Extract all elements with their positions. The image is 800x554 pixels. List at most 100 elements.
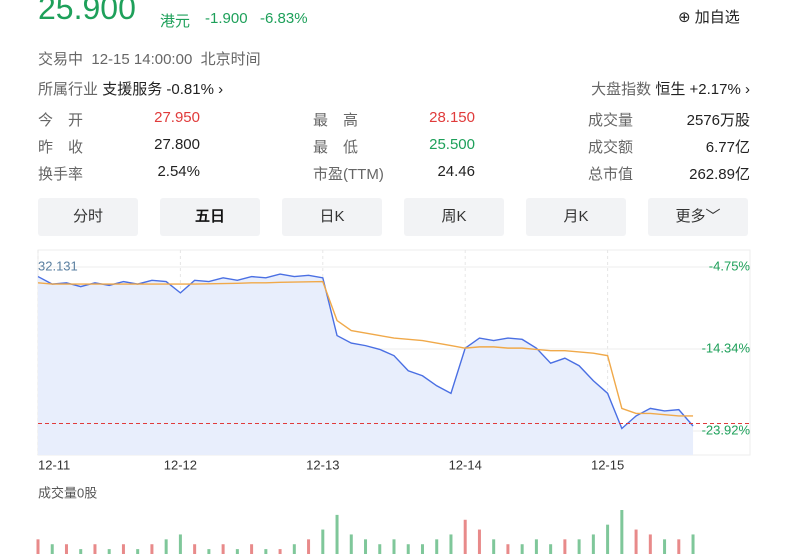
volume-bar (591, 534, 595, 554)
volume-label: 成交量0股 (38, 485, 97, 500)
status: 交易中 12-15 14:00:00 北京时间 (38, 48, 261, 69)
stat-label: 最 高 (313, 112, 359, 129)
y2-tick-label: -23.92% (702, 422, 751, 437)
volume-bar (278, 549, 282, 554)
state: 交易中 (38, 51, 84, 68)
industry[interactable]: 所属行业 支援服务 -0.81% › (38, 81, 224, 98)
volume-bar (634, 529, 638, 554)
volume-bar (477, 529, 481, 554)
volume-bar (406, 544, 410, 554)
volume-bar (506, 544, 510, 554)
stat-value: 25.500 (429, 136, 475, 153)
stat-value: 27.950 (154, 109, 200, 126)
x-tick-label: 12-11 (38, 457, 70, 472)
volume-bar (207, 549, 211, 554)
volume-bar (549, 544, 553, 554)
stat-label: 昨 收 (38, 139, 84, 156)
industry-name: 支援服务 (102, 81, 163, 98)
stat-label: 今 开 (38, 112, 84, 129)
stat-value: 2576万股 (686, 112, 750, 129)
volume-bar (36, 539, 40, 554)
tab[interactable]: 月K (526, 198, 626, 236)
tab[interactable]: 分时 (38, 198, 138, 236)
volume-bar (620, 510, 624, 554)
index[interactable]: 大盘指数 恒生 +2.17% › (591, 81, 750, 98)
index-name: 恒生 (655, 81, 686, 98)
y2-tick-label: -14.34% (702, 340, 751, 355)
stat-value: 6.77亿 (705, 139, 750, 156)
watch-label: 加自选 (694, 9, 740, 26)
stat-value: 2.54% (157, 163, 200, 180)
price: 25.900 (38, 0, 136, 26)
volume-bar (463, 519, 467, 554)
volume-bar (449, 534, 453, 554)
stat-label: 成交额 (588, 139, 634, 156)
tab[interactable]: 周K (404, 198, 504, 236)
stat-value: 27.800 (154, 136, 200, 153)
volume-bar (93, 544, 97, 554)
volume-bar (492, 539, 496, 554)
y2-tick-label: -4.75% (709, 258, 751, 273)
volume-bar (648, 534, 652, 554)
average-line (37, 280, 694, 417)
volume-bar (121, 544, 125, 554)
volume-bar (349, 534, 353, 554)
volume-bar (321, 529, 325, 554)
volume-bar (292, 544, 296, 554)
volume-bar (150, 544, 154, 554)
stat-label: 总市值 (588, 166, 634, 183)
zone: 北京时间 (200, 51, 261, 68)
x-tick-label: 12-14 (449, 457, 482, 472)
time: 12-15 14:00:00 (91, 51, 193, 68)
volume-bar (420, 544, 424, 554)
volume-bar (392, 539, 396, 554)
x-tick-label: 12-15 (591, 457, 624, 472)
watch-button[interactable]: ⊕ 加自选 (678, 9, 740, 26)
volume-bar (606, 524, 610, 554)
volume-bar (677, 539, 681, 554)
volume-bar (663, 539, 667, 554)
volume-bar (520, 544, 524, 554)
tab[interactable]: 日K (282, 198, 382, 236)
volume-bar (335, 514, 339, 554)
volume-bar (534, 539, 538, 554)
y-tick-label: 32.131 (38, 258, 78, 273)
stat-label: 成交量 (588, 112, 634, 129)
industry-change: -0.81% (166, 81, 214, 98)
volume-bar (221, 544, 225, 554)
volume-bar (264, 549, 268, 554)
volume-bar (364, 539, 368, 554)
stat-label: 市盈(TTM) (313, 166, 384, 183)
volume-bar (691, 534, 695, 554)
stat-value: 262.89亿 (689, 166, 750, 183)
volume-bar (563, 539, 567, 554)
stat-label: 换手率 (38, 166, 84, 183)
volume-bar (193, 544, 197, 554)
volume-bar (378, 544, 382, 554)
volume-bar (64, 544, 68, 554)
stat-value: 28.150 (429, 109, 475, 126)
tab[interactable]: 五日 (160, 198, 260, 236)
price-line (37, 273, 694, 430)
change: -1.900 (205, 10, 248, 27)
volume-bar (79, 549, 83, 554)
industry-label: 所属行业 (38, 81, 99, 98)
volume-bar (178, 534, 182, 554)
volume-bar (307, 539, 311, 554)
index-change: +2.17% (689, 81, 741, 98)
currency: 港元 (160, 13, 191, 30)
change-pct: -6.83% (260, 10, 308, 27)
stat-value: 24.46 (437, 163, 475, 180)
tab[interactable]: 更多﹀ (648, 198, 748, 236)
volume-bar (50, 544, 54, 554)
x-tick-label: 12-12 (164, 457, 197, 472)
volume-bar (435, 539, 439, 554)
price-area (38, 274, 694, 455)
x-tick-label: 12-13 (306, 457, 339, 472)
stat-label: 最 低 (313, 139, 359, 156)
volume-bar (577, 539, 581, 554)
volume-bar (136, 549, 140, 554)
volume-bar (250, 544, 254, 554)
